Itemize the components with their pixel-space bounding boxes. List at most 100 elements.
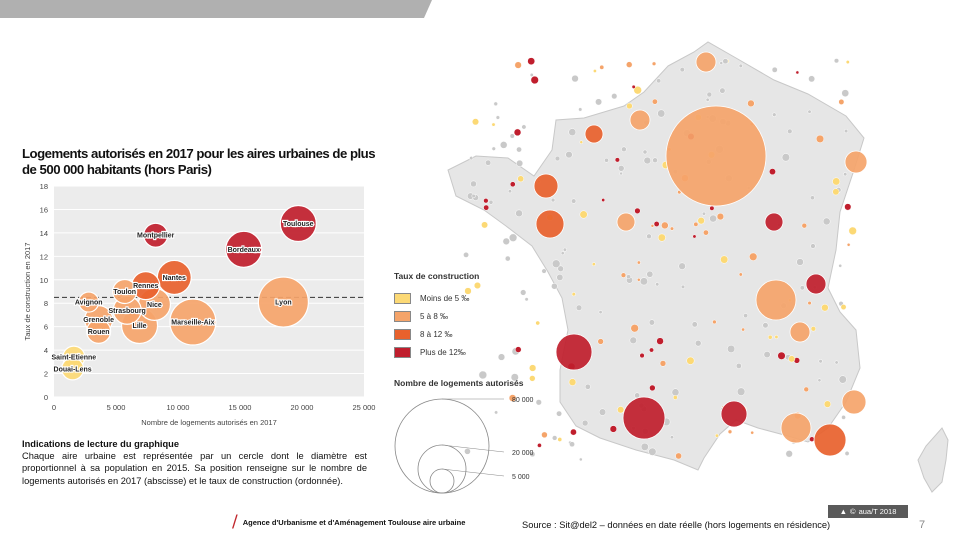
map-bubble: [755, 279, 797, 321]
map-dot: [772, 112, 777, 117]
map-dot: [657, 233, 666, 242]
bubble-point: [225, 230, 263, 268]
y-tick-label: 6: [44, 323, 48, 332]
map-dot: [483, 204, 490, 211]
map-dot: [738, 272, 743, 277]
map-dot: [527, 57, 536, 66]
map-bubble: [805, 273, 827, 295]
map-dot: [521, 124, 527, 130]
bubble-label: Lyon: [275, 300, 291, 307]
legend-item: Moins de 5 ‰: [394, 292, 469, 304]
legend-item: 5 à 8 ‰: [394, 310, 448, 322]
bubble-layer: [60, 204, 317, 381]
map-dot: [749, 252, 758, 261]
bubble-point: [257, 276, 309, 328]
plot-area: [54, 186, 364, 397]
map-dot: [631, 84, 636, 89]
map-dot: [621, 146, 627, 153]
map-dot: [630, 324, 639, 333]
map-dot: [551, 282, 558, 290]
map-dot: [709, 214, 717, 223]
map-dot: [575, 304, 583, 311]
map-dot: [841, 89, 850, 97]
map-dot: [709, 205, 715, 211]
map-dot: [771, 66, 778, 73]
map-dot: [642, 149, 648, 155]
map-dot: [640, 442, 649, 451]
map-dot: [513, 128, 522, 137]
map-dot: [529, 451, 536, 458]
y-tick-label: 10: [40, 276, 48, 285]
map-bubble: [780, 412, 812, 444]
bubble-label: Rennes: [133, 283, 158, 290]
map-dot: [648, 319, 655, 326]
map-dot: [815, 134, 825, 143]
slash-logo-icon: /: [232, 512, 238, 532]
map-dot: [693, 221, 699, 227]
bubble-point: [86, 318, 112, 344]
map-dot: [763, 351, 771, 359]
map-dot: [571, 74, 579, 83]
map-dot: [777, 351, 786, 360]
legend-swatch: [394, 310, 411, 322]
map-dot: [719, 61, 724, 65]
map-dot: [620, 272, 627, 278]
bubble-label: Toulon: [113, 289, 136, 296]
map-dot: [535, 320, 541, 326]
map-dot: [795, 70, 800, 75]
x-tick-label: 0: [52, 403, 56, 412]
bubble-point: [143, 222, 169, 248]
map-dot: [499, 141, 508, 149]
bubble-point: [169, 298, 217, 346]
map-dot: [571, 292, 576, 297]
map-dot: [626, 102, 633, 110]
map-dot: [735, 362, 742, 369]
map-dot: [821, 303, 829, 312]
y-tick-label: 18: [40, 182, 48, 191]
y-tick-label: 8: [44, 299, 48, 308]
map-bubble: [555, 333, 593, 371]
map-dot: [473, 281, 481, 290]
map-dot: [845, 60, 850, 65]
map-dot: [788, 355, 796, 363]
map-dot: [504, 255, 511, 262]
map-dot: [502, 237, 510, 246]
map-dot: [646, 270, 654, 278]
map-dot: [680, 284, 686, 289]
map-dot: [796, 258, 804, 266]
bubble-label: Toulouse: [283, 221, 314, 228]
map-dot: [598, 310, 603, 315]
map-dot: [478, 370, 488, 380]
x-tick-label: 10 000: [167, 403, 190, 412]
map-dot: [823, 400, 832, 408]
map-bubble: [841, 389, 867, 415]
map-dot: [738, 63, 743, 68]
map-bubble: [533, 173, 559, 199]
legend-swatch: [394, 292, 411, 304]
map-dot: [464, 287, 472, 295]
map-dot: [743, 313, 749, 319]
map-dot: [557, 437, 563, 442]
map-dot: [810, 243, 816, 249]
map-dot: [697, 217, 705, 225]
map-dot: [838, 263, 843, 268]
map-dot: [838, 375, 847, 384]
map-dot: [470, 180, 477, 188]
map-dot: [510, 373, 519, 382]
map-dot: [822, 217, 831, 226]
map-dot: [491, 146, 496, 151]
map-dot: [515, 346, 522, 353]
map-dot: [619, 171, 623, 176]
map-dot: [636, 260, 641, 265]
size-label-small: 5 000: [512, 474, 530, 481]
map-dot: [491, 122, 496, 127]
x-tick-label: 20 000: [291, 403, 314, 412]
map-dot: [471, 193, 476, 199]
map-dot: [516, 159, 524, 167]
map-bubble: [535, 209, 565, 239]
map-dot: [609, 425, 617, 433]
map-dot: [495, 115, 500, 120]
map-dot: [774, 335, 779, 339]
map-dot: [787, 128, 793, 134]
map-dot: [840, 304, 847, 310]
